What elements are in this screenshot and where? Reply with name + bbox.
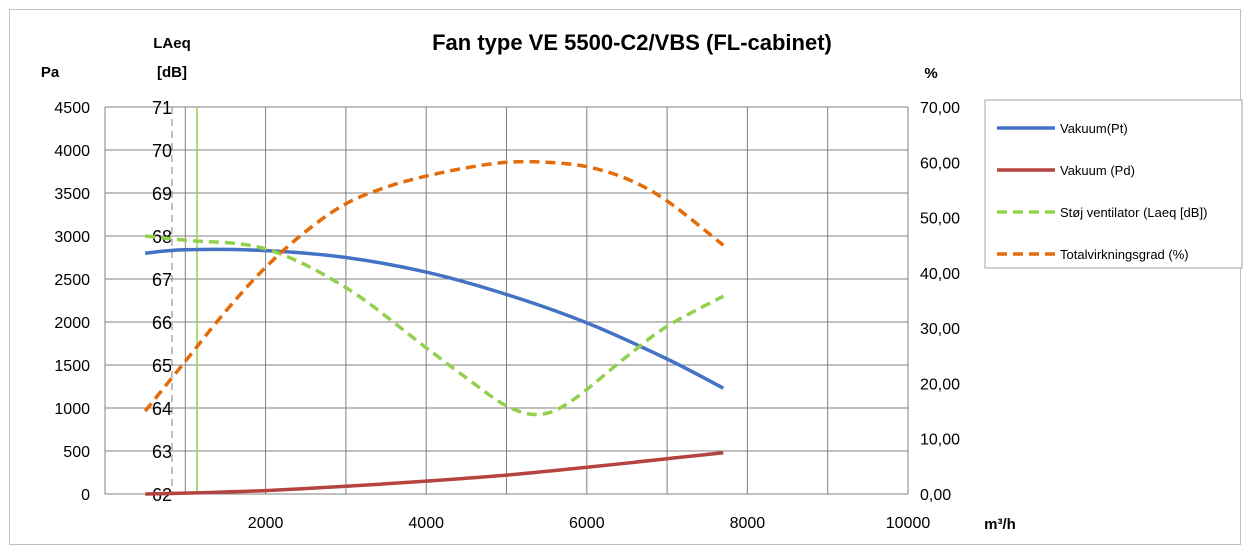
x-axis-label: m³/h bbox=[984, 516, 1016, 533]
laeq-tick-label: 70 bbox=[152, 141, 172, 161]
pct-axis-label: % bbox=[924, 65, 937, 82]
legend: Vakuum(Pt) Vakuum (Pd) Støj ventilator (La… bbox=[984, 99, 1243, 269]
laeq-tick-label: 64 bbox=[152, 399, 172, 419]
pa-tick-label: 1000 bbox=[54, 401, 90, 418]
pct-tick-label: 30,00 bbox=[920, 321, 960, 338]
pct-tick-label: 60,00 bbox=[920, 155, 960, 172]
x-tick-label: 6000 bbox=[569, 515, 605, 532]
laeq-tick-label: 63 bbox=[152, 442, 172, 462]
laeq-tick-label: 65 bbox=[152, 356, 172, 376]
pct-tick-label: 70,00 bbox=[920, 100, 960, 117]
chart-title: Fan type VE 5500-C2/VBS (FL-cabinet) bbox=[432, 30, 832, 55]
pa-axis-label: Pa bbox=[41, 64, 60, 81]
laeq-axis-label-line2: [dB] bbox=[157, 64, 187, 81]
x-tick-label: 10000 bbox=[886, 515, 931, 532]
legend-label: Støj ventilator (Laeq [dB]) bbox=[1060, 205, 1207, 220]
series-line-st-j-ventilator-laeq-db bbox=[145, 234, 725, 417]
series-line-vakuum-pd bbox=[145, 450, 724, 496]
series-line-totalvirkningsgrad bbox=[143, 159, 725, 413]
axes bbox=[104, 107, 909, 495]
chart-frame bbox=[9, 9, 1241, 545]
legend-label: Vakuum (Pd) bbox=[1060, 163, 1135, 178]
pa-tick-label: 4500 bbox=[54, 100, 90, 117]
series-line-vakuum-pt bbox=[145, 247, 725, 390]
grid-lines bbox=[105, 106, 909, 494]
laeq-tick-label: 69 bbox=[152, 184, 172, 204]
pct-tick-label: 40,00 bbox=[920, 266, 960, 283]
x-tick-label: 8000 bbox=[730, 515, 766, 532]
pa-tick-label: 500 bbox=[63, 444, 90, 461]
pa-tick-label: 0 bbox=[81, 487, 90, 504]
pa-tick-label: 4000 bbox=[54, 143, 90, 160]
laeq-tick-label: 71 bbox=[152, 98, 172, 118]
pct-tick-label: 50,00 bbox=[920, 211, 960, 228]
pa-tick-label: 2500 bbox=[54, 272, 90, 289]
laeq-tick-label: 66 bbox=[152, 313, 172, 333]
laeq-axis-label-line1: LAeq bbox=[153, 35, 191, 52]
laeq-tick-label: 67 bbox=[152, 270, 172, 290]
legend-label: Vakuum(Pt) bbox=[1060, 121, 1128, 136]
pa-tick-label: 3500 bbox=[54, 186, 90, 203]
pct-tick-label: 0,00 bbox=[920, 487, 951, 504]
series-lines bbox=[143, 159, 725, 496]
x-tick-label: 2000 bbox=[248, 515, 284, 532]
legend-label: Totalvirkningsgrad (%) bbox=[1060, 247, 1189, 262]
x-tick-label: 4000 bbox=[408, 515, 444, 532]
pct-tick-label: 10,00 bbox=[920, 432, 960, 449]
pa-tick-label: 3000 bbox=[54, 229, 90, 246]
pct-tick-label: 20,00 bbox=[920, 376, 960, 393]
pa-tick-label: 1500 bbox=[54, 358, 90, 375]
pa-tick-label: 2000 bbox=[54, 315, 90, 332]
tick-labels: 0500100015002000250030003500400045006263… bbox=[54, 98, 960, 532]
